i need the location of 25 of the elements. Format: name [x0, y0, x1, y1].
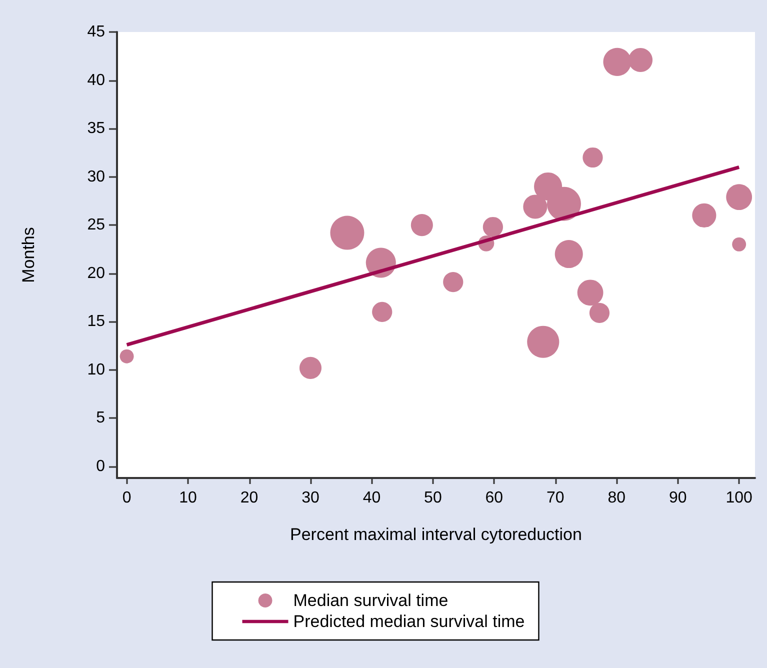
y-tick-label: 40 — [87, 72, 106, 89]
x-tick-label: 20 — [240, 490, 258, 506]
y-tick-label: 45 — [87, 24, 106, 40]
y-tick-label: 10 — [87, 361, 106, 378]
x-tick-label: 50 — [424, 490, 442, 506]
y-tick-label: 0 — [96, 458, 106, 475]
x-tick-label: 10 — [179, 490, 198, 506]
x-tick-label: 70 — [546, 490, 564, 506]
x-tick-label: 60 — [485, 490, 504, 506]
x-tick-label: 40 — [362, 490, 381, 506]
y-tick-label: 25 — [87, 216, 106, 234]
x-tick-label: 90 — [668, 490, 687, 506]
y-tick-label: 20 — [87, 264, 106, 282]
x-axis-title: Percent maximal interval cytoreduction — [290, 525, 582, 544]
y-tick-label: 5 — [96, 410, 106, 427]
legend-label: Predicted median survival time — [293, 612, 525, 631]
y-tick-label: 15 — [87, 313, 106, 330]
y-axis-title: Months — [19, 227, 38, 283]
legend-label: Median survival time — [293, 591, 448, 610]
y-tick-label: 30 — [87, 168, 106, 186]
x-tick-label: 100 — [726, 490, 753, 506]
x-tick-label: 30 — [302, 490, 320, 506]
x-tick-label: 0 — [122, 490, 132, 506]
y-tick-label: 35 — [87, 120, 106, 138]
x-tick-label: 80 — [608, 490, 626, 506]
